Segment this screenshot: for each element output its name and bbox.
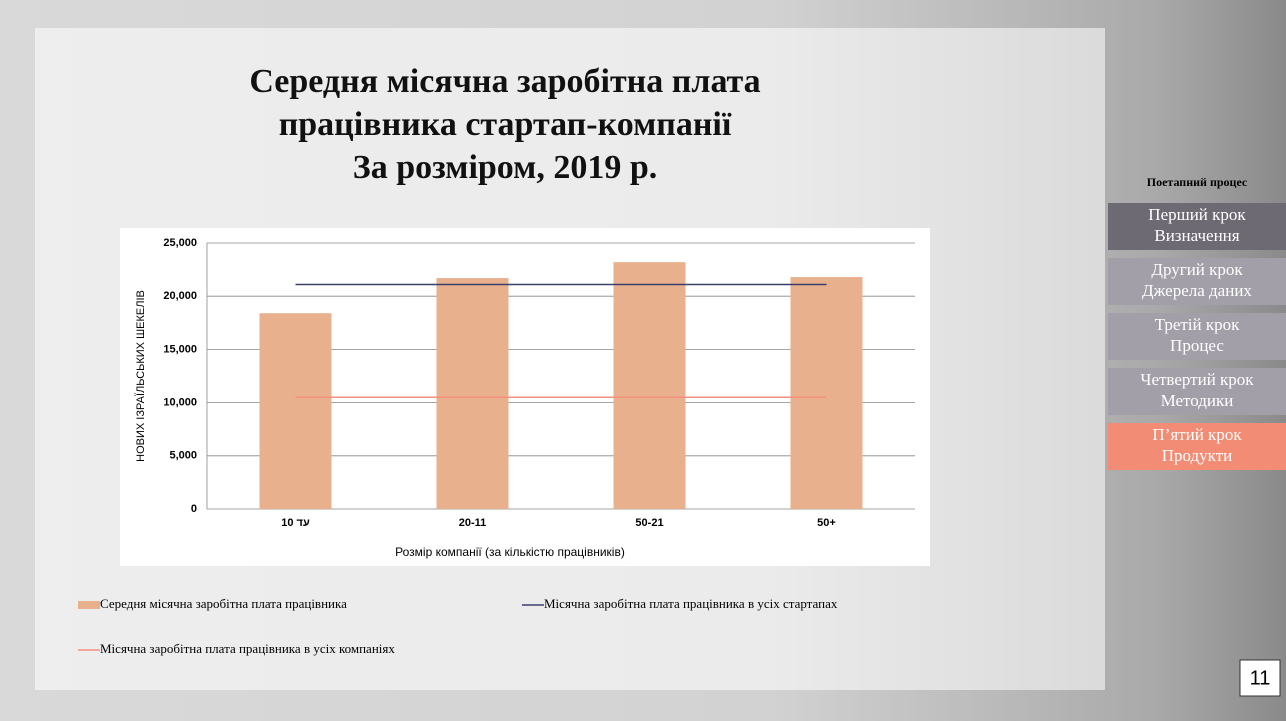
x-axis-label: Розмір компанії (за кількістю працівникі… bbox=[395, 545, 625, 559]
legend-label: Місячна заробітна плата працівника в усі… bbox=[544, 596, 838, 611]
sidebar-step-label: Другий крок bbox=[1151, 260, 1243, 279]
bar bbox=[259, 313, 332, 509]
sidebar-step-label: Методики bbox=[1161, 391, 1234, 410]
chart-title: За розміром, 2019 р. bbox=[353, 149, 657, 186]
y-tick-label: 5,000 bbox=[169, 450, 197, 462]
page-number-box bbox=[1239, 659, 1281, 697]
sidebar-step-label: Продукти bbox=[1162, 446, 1233, 465]
chart-title: працівника стартап-компанії bbox=[279, 106, 732, 143]
y-tick-label: 0 bbox=[191, 503, 197, 515]
bar bbox=[790, 277, 863, 509]
y-tick-label: 25,000 bbox=[163, 237, 197, 249]
y-tick-label: 10,000 bbox=[163, 397, 197, 409]
legend-label: Середня місячна заробітна плата працівни… bbox=[100, 596, 347, 611]
sidebar-step bbox=[1108, 423, 1286, 470]
sidebar-heading: Поетапний процес bbox=[1147, 175, 1248, 189]
y-tick-label: 15,000 bbox=[163, 343, 197, 355]
page-number: 11 bbox=[1250, 667, 1271, 689]
sidebar-step-label: Джерела даних bbox=[1142, 281, 1252, 300]
legend-label: Місячна заробітна плата працівника в усі… bbox=[100, 641, 395, 656]
sidebar-step bbox=[1108, 203, 1286, 250]
sidebar-step bbox=[1108, 368, 1286, 415]
sidebar-step bbox=[1108, 258, 1286, 305]
bar bbox=[436, 278, 509, 509]
x-tick-label: 20-11 bbox=[459, 517, 487, 529]
bar bbox=[613, 262, 686, 509]
sidebar-step bbox=[1108, 313, 1286, 360]
x-tick-label: 50-21 bbox=[635, 517, 663, 529]
y-axis-label: НОВИХ ІЗРАЇЛЬСЬКИХ ШЕКЕЛІВ bbox=[135, 290, 147, 462]
sidebar-step-label: Четвертий крок bbox=[1140, 370, 1254, 389]
sidebar-step-label: Перший крок bbox=[1148, 205, 1246, 224]
y-tick-label: 20,000 bbox=[163, 290, 197, 302]
sidebar-step-label: Третій крок bbox=[1155, 315, 1241, 334]
sidebar-step-label: П’ятий крок bbox=[1152, 425, 1242, 444]
x-tick-label: 50+ bbox=[817, 517, 836, 529]
sidebar-step-label: Визначення bbox=[1154, 226, 1239, 245]
chart-title: Середня місячна заробітна плата bbox=[249, 63, 760, 100]
sidebar-step-label: Процес bbox=[1170, 336, 1224, 355]
legend-swatch bbox=[78, 601, 100, 609]
x-tick-label: 10 עד bbox=[281, 517, 310, 529]
